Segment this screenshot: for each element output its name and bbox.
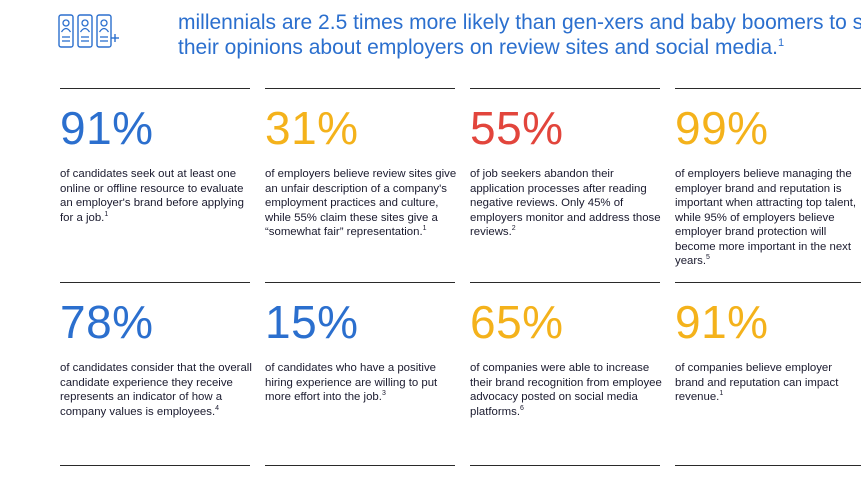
stat-description: of job seekers abandon their application… <box>470 168 661 238</box>
stat-card: 55% of job seekers abandon their applica… <box>470 88 662 240</box>
divider <box>60 88 250 89</box>
stat-value: 15% <box>265 296 359 348</box>
stat-card: 99% of employers believe managing the em… <box>675 88 861 269</box>
divider <box>470 88 660 89</box>
divider <box>675 88 861 89</box>
person-card-icon <box>77 14 93 48</box>
divider <box>265 465 455 466</box>
footnote-ref: 1 <box>104 210 109 218</box>
stat-value: 99% <box>675 102 769 154</box>
footnote-ref: 1 <box>719 390 724 398</box>
footnote-ref: 1 <box>422 225 427 233</box>
header: millennials are 2.5 times more likely th… <box>58 10 861 60</box>
stat-description: of employers believe managing the employ… <box>675 168 857 267</box>
divider <box>265 282 455 283</box>
footnote-ref: 5 <box>706 254 710 262</box>
footnote-ref: 1 <box>778 37 785 49</box>
person-card-icon <box>58 14 74 48</box>
footnote-ref: 6 <box>520 404 524 412</box>
divider <box>470 465 660 466</box>
stat-card: 65% of companies were able to increase t… <box>470 282 662 419</box>
stat-value: 31% <box>265 102 359 154</box>
icon-group <box>58 14 120 48</box>
stat-description: of candidates consider that the overall … <box>60 362 252 418</box>
stat-description: of employers believe review sites give a… <box>265 168 457 238</box>
divider <box>60 282 250 283</box>
headline-line-1: millennials are 2.5 times more likely th… <box>178 11 861 34</box>
divider <box>265 88 455 89</box>
divider <box>470 282 660 283</box>
footnote-ref: 4 <box>215 404 220 412</box>
footnote-ref: 2 <box>511 225 516 233</box>
divider <box>675 282 861 283</box>
headline: millennials are 2.5 times more likely th… <box>178 10 861 60</box>
stat-value: 55% <box>470 102 564 154</box>
person-card-add-icon <box>96 14 120 48</box>
stat-description: of companies believe employer brand and … <box>675 362 839 403</box>
stat-card: 91% of companies believe employer brand … <box>675 282 861 405</box>
stat-description: of companies were able to increase their… <box>470 362 662 418</box>
stat-value: 65% <box>470 296 564 348</box>
stat-card: 31% of employers believe review sites gi… <box>265 88 457 240</box>
stat-value: 91% <box>675 296 769 348</box>
footnote-ref: 3 <box>381 390 386 398</box>
stat-card: 91% of candidates seek out at least one … <box>60 88 252 225</box>
divider <box>675 465 861 466</box>
stat-description: of candidates seek out at least one onli… <box>60 168 244 224</box>
stat-description: of candidates who have a positive hiring… <box>265 362 438 403</box>
divider <box>60 465 250 466</box>
stat-value: 78% <box>60 296 154 348</box>
headline-line-2: their opinions about employers on review… <box>178 36 785 59</box>
stat-value: 91% <box>60 102 154 154</box>
stat-card: 15% of candidates who have a positive hi… <box>265 282 457 405</box>
stat-card: 78% of candidates consider that the over… <box>60 282 252 419</box>
